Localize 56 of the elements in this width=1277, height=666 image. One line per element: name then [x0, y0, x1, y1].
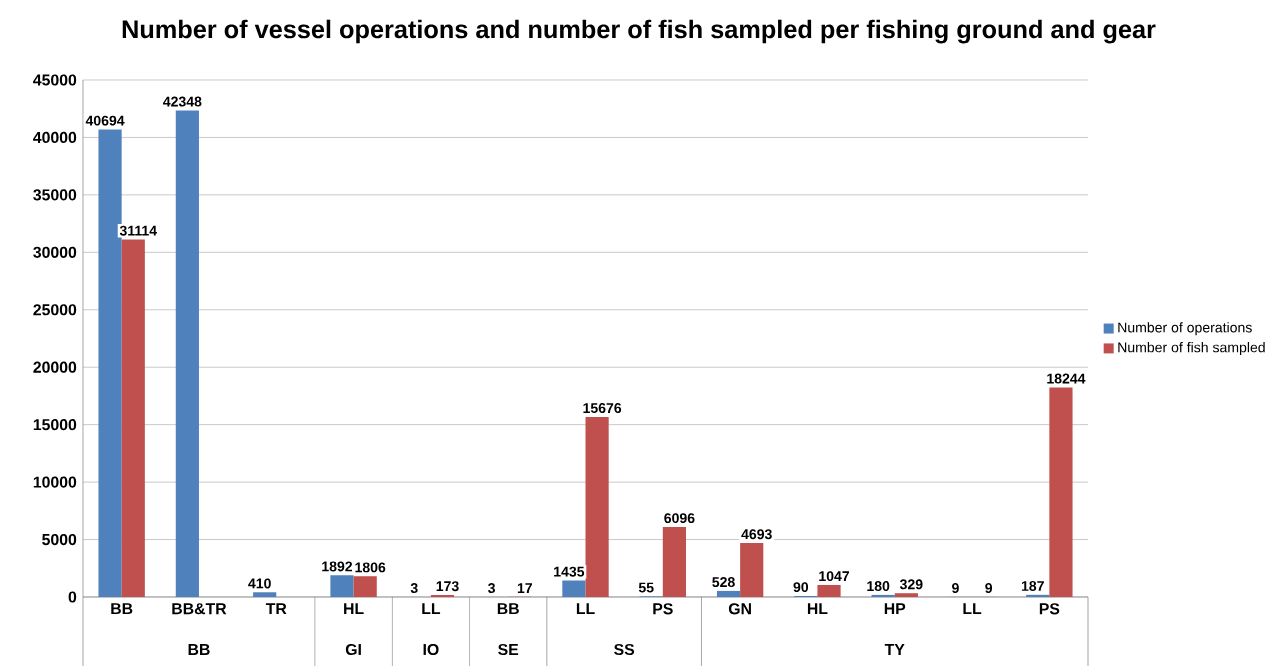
data-label: 1892: [322, 561, 353, 572]
data-label: 410: [248, 578, 271, 589]
data-label: 3: [410, 583, 418, 594]
data-label: 1047: [819, 571, 850, 582]
data-label: 1435: [554, 566, 585, 577]
y-tick-label: 35000: [33, 189, 77, 201]
x-tick-label: HL: [344, 603, 364, 615]
data-label: 173: [436, 581, 459, 592]
text: SS: [614, 643, 635, 656]
text: BB: [188, 644, 210, 655]
data-label: 180: [867, 581, 890, 592]
x-tick-label: BB: [497, 603, 519, 615]
x-tick-label: HP: [884, 603, 906, 615]
y-tick-label: 15000: [33, 419, 77, 431]
data-label: 3: [488, 583, 495, 594]
data-label: 42348: [163, 96, 202, 107]
data-label: 15676: [583, 403, 622, 414]
data-label: 1806: [355, 562, 386, 573]
data-label: 90: [793, 582, 809, 593]
legend-label: Number of operations: [1118, 322, 1252, 336]
text: GI: [345, 643, 361, 656]
data-label: 31114: [119, 225, 157, 236]
data-label: 4693: [741, 529, 772, 540]
data-label: 528: [712, 577, 735, 588]
y-tick-label: 20000: [33, 361, 77, 373]
text: SE: [498, 643, 519, 656]
x-tick-label: LL: [422, 603, 441, 615]
data-label: 329: [899, 579, 923, 590]
x-tick-label: PS: [653, 603, 673, 615]
data-label: 55: [638, 582, 654, 593]
x-tick-label: BB: [111, 603, 133, 615]
chart-title: Number of vessel operations and number of fish sampled per fishing ground and gear: [122, 19, 1156, 44]
y-tick-label: 0: [68, 591, 77, 603]
text: IO: [423, 643, 439, 656]
x-tick-label: PS: [1039, 603, 1060, 615]
data-label: 40694: [85, 115, 125, 126]
x-tick-label: GN: [728, 603, 751, 615]
y-tick-label: 40000: [33, 131, 77, 144]
data-label: 6096: [664, 513, 695, 524]
data-label: 17: [517, 583, 532, 593]
text: TY: [884, 644, 905, 655]
data-label: 9: [985, 583, 993, 594]
y-tick-label: 30000: [33, 246, 77, 258]
data-label: 187: [1021, 581, 1044, 591]
y-tick-label: 10000: [33, 476, 77, 488]
x-tick-label: TR: [265, 603, 287, 615]
data-label: 18244: [1047, 373, 1086, 384]
data-label: 9: [952, 583, 959, 594]
y-tick-label: 45000: [33, 74, 77, 86]
x-tick-label: LL: [576, 603, 595, 615]
x-tick-label: LL: [963, 603, 982, 615]
x-tick-label: BB&TR: [172, 603, 227, 615]
x-tick-label: HL: [807, 603, 828, 615]
y-tick-label: 25000: [33, 304, 77, 316]
y-tick-label: 5000: [42, 533, 77, 546]
legend-label: Number of fish sampled: [1118, 341, 1265, 356]
